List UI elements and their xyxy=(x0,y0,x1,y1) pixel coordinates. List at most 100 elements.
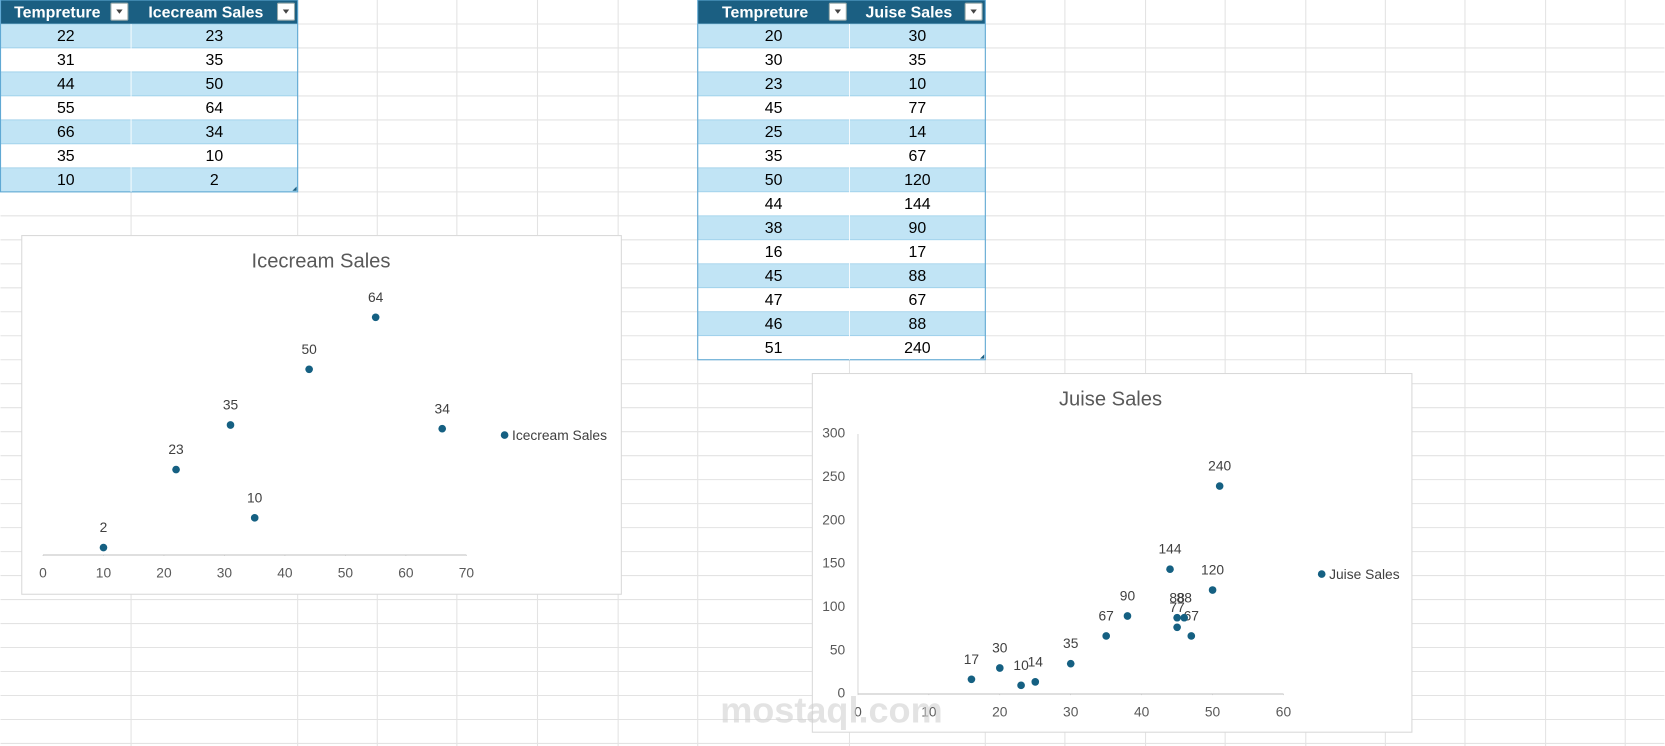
table-cell: 38 xyxy=(765,220,783,237)
table-cell: 23 xyxy=(765,76,783,93)
x-tick-label: 40 xyxy=(277,566,293,581)
data-point xyxy=(1187,632,1196,640)
y-tick-label: 250 xyxy=(822,469,845,484)
table-cell: 144 xyxy=(904,196,931,213)
table-row-bg xyxy=(697,71,986,97)
table-cell: 35 xyxy=(206,52,224,69)
data-point xyxy=(1208,586,1217,594)
table-cell: 35 xyxy=(57,148,75,165)
legend-label: Icecream Sales xyxy=(512,428,607,443)
table-cell: 67 xyxy=(909,148,927,165)
data-label: 144 xyxy=(1159,542,1182,557)
table-cell: 50 xyxy=(206,76,224,93)
data-point xyxy=(1123,612,1132,620)
filter-arrow xyxy=(834,9,841,14)
table-row-bg xyxy=(0,71,298,97)
table-header-cell: Icecream Sales xyxy=(148,4,263,21)
resize-handle xyxy=(980,354,985,359)
legend-label: Juise Sales xyxy=(1329,567,1400,582)
table-cell: 50 xyxy=(765,172,783,189)
y-tick-label: 0 xyxy=(838,686,846,701)
table-cell: 66 xyxy=(57,124,75,141)
chart-title: Icecream Sales xyxy=(252,250,391,272)
table-header-cell: Tempreture xyxy=(14,4,100,21)
table-cell: 20 xyxy=(765,28,783,45)
table-cell: 55 xyxy=(57,100,75,117)
y-tick-label: 150 xyxy=(822,556,845,571)
x-tick-label: 10 xyxy=(96,566,112,581)
data-label: 67 xyxy=(1099,608,1114,623)
table-header-cell: Tempreture xyxy=(722,4,808,21)
table-cell: 44 xyxy=(57,76,75,93)
table-row-bg xyxy=(697,287,986,313)
table-cell: 25 xyxy=(765,124,783,141)
table-cell: 22 xyxy=(57,28,75,45)
table-row-bg xyxy=(0,167,298,193)
table-cell: 31 xyxy=(57,52,75,69)
table-cell: 23 xyxy=(206,28,224,45)
y-tick-label: 300 xyxy=(822,426,845,441)
watermark: mostaql.com xyxy=(720,690,942,731)
table-row-bg xyxy=(697,23,986,49)
table-cell: 45 xyxy=(765,100,783,117)
chart-area xyxy=(21,235,622,595)
table-cell: 2 xyxy=(210,172,219,189)
table-cell: 14 xyxy=(909,124,927,141)
table-cell: 88 xyxy=(909,268,927,285)
table-border xyxy=(0,0,299,193)
table-cell: 67 xyxy=(909,292,927,309)
data-label: 120 xyxy=(1201,563,1224,578)
data-point xyxy=(1180,613,1189,622)
x-tick-label: 40 xyxy=(1134,705,1150,720)
table-row-bg xyxy=(697,215,986,241)
data-point xyxy=(250,514,259,522)
data-label: 90 xyxy=(1120,589,1136,604)
table-cell: 51 xyxy=(765,340,783,357)
data-point xyxy=(1166,565,1174,574)
data-label: 35 xyxy=(223,398,239,413)
table-cell: 10 xyxy=(909,76,927,93)
x-tick-label: 60 xyxy=(398,566,414,581)
table-cell: 90 xyxy=(909,220,927,237)
y-tick-label: 50 xyxy=(830,642,846,657)
table-cell: 34 xyxy=(206,124,224,141)
table-cell: 30 xyxy=(909,28,927,45)
table-row-bg xyxy=(0,47,298,73)
table-row-bg xyxy=(0,119,298,145)
x-tick-label: 70 xyxy=(459,566,475,581)
data-label: 17 xyxy=(964,652,979,667)
table-cell: 46 xyxy=(765,316,783,333)
table-cell: 10 xyxy=(57,172,75,189)
data-point xyxy=(226,421,235,429)
table-row-bg xyxy=(697,95,986,121)
table-cell: 45 xyxy=(765,268,783,285)
table-cell: 47 xyxy=(765,292,783,309)
chart-area xyxy=(811,373,1413,733)
table-cell: 16 xyxy=(765,244,783,261)
data-point xyxy=(371,313,380,322)
table-cell: 30 xyxy=(765,52,783,69)
x-tick-label: 30 xyxy=(217,566,233,581)
data-label: 240 xyxy=(1208,459,1231,474)
x-tick-label: 0 xyxy=(39,566,47,581)
y-tick-label: 200 xyxy=(822,512,845,527)
data-point xyxy=(1173,613,1181,622)
data-label: 50 xyxy=(301,342,317,357)
legend-marker xyxy=(1317,570,1326,578)
data-label: 77 xyxy=(1169,600,1184,615)
table-cell: 240 xyxy=(904,340,931,357)
data-point xyxy=(438,424,447,433)
x-tick-label: 10 xyxy=(921,705,937,720)
data-point xyxy=(995,664,1004,672)
table-cell: 17 xyxy=(909,244,927,261)
x-tick-label: 50 xyxy=(1205,705,1221,720)
data-point xyxy=(1173,623,1181,632)
filter-arrow xyxy=(970,9,977,14)
filter-arrow xyxy=(282,9,290,14)
data-point xyxy=(1031,678,1040,686)
table-cell: 35 xyxy=(909,52,927,69)
table-row-bg xyxy=(697,239,986,265)
table-row-bg xyxy=(697,119,986,145)
x-tick-label: 50 xyxy=(338,566,354,581)
table-row-bg xyxy=(697,47,986,73)
